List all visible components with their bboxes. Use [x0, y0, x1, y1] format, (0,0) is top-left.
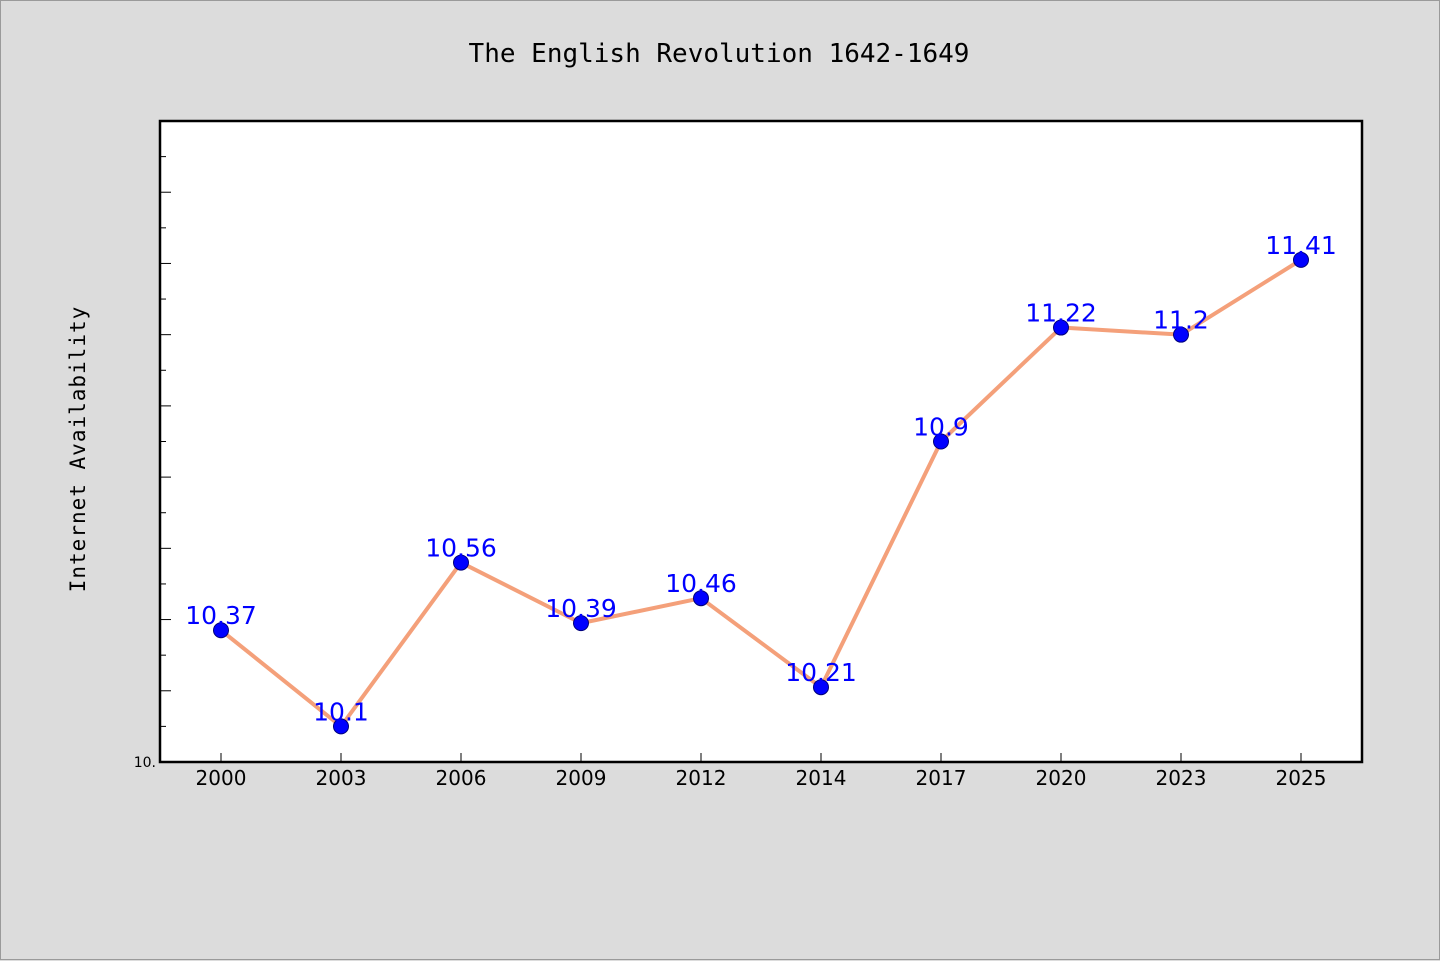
x-tick-label: 2009 [556, 766, 607, 790]
data-label: 11.41 [1265, 231, 1337, 260]
x-tick-label: 2025 [1276, 766, 1327, 790]
data-point [1293, 251, 1309, 268]
y-axis-ticks: 10. [134, 156, 171, 771]
plot-area [158, 119, 1364, 764]
data-label: 11.22 [1025, 299, 1097, 328]
data-label: 10.46 [665, 569, 737, 598]
x-tick-label: 2006 [436, 766, 487, 790]
y-axis-label: Internet Availability [66, 306, 90, 593]
x-axis-ticks: 2000 2003 2006 2009 2012 2014 2017 2020 2023 2025 [196, 753, 1327, 790]
data-point [333, 718, 349, 735]
data-label: 10.37 [185, 601, 257, 630]
chart-title: The English Revolution 1642-1649 [469, 39, 970, 69]
x-tick-label: 2023 [1156, 766, 1207, 790]
data-point [933, 433, 949, 450]
data-point [573, 615, 589, 632]
x-tick-label: 2000 [196, 766, 247, 790]
data-label: 10.39 [545, 594, 617, 623]
data-point [693, 590, 709, 607]
series-line [219, 257, 1303, 729]
data-point [453, 554, 469, 571]
x-tick-label: 2014 [796, 766, 847, 790]
x-tick-label: 2020 [1036, 766, 1087, 790]
data-label: 10.56 [425, 534, 497, 563]
data-point [1173, 326, 1189, 343]
data-point [813, 679, 829, 696]
y-tick-label: 10. [134, 755, 156, 771]
data-labels: 10.37 10.1 10.56 10.39 10.46 10.21 10.9 11.22 11… [185, 231, 1337, 727]
x-tick-label: 2017 [916, 766, 967, 790]
data-label: 10.21 [785, 658, 857, 687]
data-point [1053, 319, 1069, 336]
data-label: 11.2 [1153, 306, 1209, 335]
data-series [213, 251, 1309, 735]
x-tick-label: 2003 [316, 766, 367, 790]
x-tick-label: 2012 [676, 766, 727, 790]
data-label: 10.9 [913, 413, 969, 442]
data-point [213, 622, 229, 639]
data-label: 10.1 [313, 697, 369, 726]
